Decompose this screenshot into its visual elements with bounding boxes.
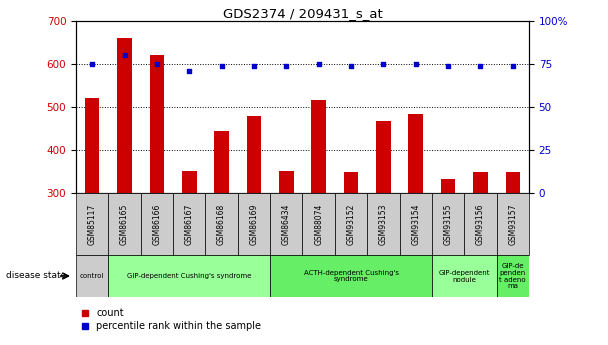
- Bar: [432, 255, 497, 297]
- Point: [249, 63, 259, 68]
- Text: GSM85117: GSM85117: [88, 204, 97, 245]
- Text: GSM86169: GSM86169: [249, 204, 258, 245]
- Point: [152, 61, 162, 67]
- Text: GSM93154: GSM93154: [411, 204, 420, 245]
- Bar: [311, 100, 326, 193]
- Point: [411, 61, 421, 67]
- Point: [184, 68, 194, 73]
- Title: GDS2374 / 209431_s_at: GDS2374 / 209431_s_at: [223, 7, 382, 20]
- Point: [443, 63, 453, 68]
- Text: GIP-de
penden
t adeno
ma: GIP-de penden t adeno ma: [499, 263, 526, 289]
- Bar: [344, 171, 358, 193]
- Bar: [473, 171, 488, 193]
- Text: GSM93155: GSM93155: [444, 204, 452, 245]
- Bar: [279, 171, 294, 193]
- Point: [314, 61, 323, 67]
- Bar: [117, 38, 132, 193]
- Bar: [206, 193, 238, 255]
- Bar: [108, 255, 270, 297]
- Text: GSM86165: GSM86165: [120, 204, 129, 245]
- Text: GIP-dependent Cushing's syndrome: GIP-dependent Cushing's syndrome: [127, 273, 252, 279]
- Text: GSM86434: GSM86434: [282, 204, 291, 245]
- Bar: [465, 193, 497, 255]
- Point: [508, 63, 517, 68]
- Text: GSM93153: GSM93153: [379, 204, 388, 245]
- Legend: count, percentile rank within the sample: count, percentile rank within the sample: [81, 308, 261, 332]
- Text: GIP-dependent
nodule: GIP-dependent nodule: [438, 269, 490, 283]
- Point: [88, 61, 97, 67]
- Bar: [335, 193, 367, 255]
- Bar: [376, 121, 391, 193]
- Bar: [173, 193, 206, 255]
- Text: GSM88074: GSM88074: [314, 204, 323, 245]
- Bar: [441, 179, 455, 193]
- Bar: [85, 98, 100, 193]
- Text: GSM86168: GSM86168: [217, 204, 226, 245]
- Text: ACTH-dependent Cushing's
syndrome: ACTH-dependent Cushing's syndrome: [303, 269, 398, 283]
- Bar: [303, 193, 335, 255]
- Bar: [238, 193, 270, 255]
- Bar: [182, 171, 196, 193]
- Bar: [367, 193, 399, 255]
- Bar: [409, 114, 423, 193]
- Point: [475, 63, 485, 68]
- Text: GSM86167: GSM86167: [185, 204, 194, 245]
- Text: GSM93152: GSM93152: [347, 204, 356, 245]
- Bar: [432, 193, 465, 255]
- Text: GSM93157: GSM93157: [508, 204, 517, 245]
- Point: [282, 63, 291, 68]
- Bar: [214, 131, 229, 193]
- Text: GSM86166: GSM86166: [153, 204, 161, 245]
- Text: control: control: [80, 273, 105, 279]
- Text: disease state: disease state: [6, 272, 66, 280]
- Bar: [76, 193, 108, 255]
- Text: GSM93156: GSM93156: [476, 204, 485, 245]
- Bar: [270, 193, 302, 255]
- Point: [216, 63, 226, 68]
- Bar: [247, 117, 261, 193]
- Point: [120, 52, 130, 58]
- Bar: [505, 171, 520, 193]
- Bar: [497, 193, 529, 255]
- Bar: [108, 193, 140, 255]
- Point: [346, 63, 356, 68]
- Bar: [140, 193, 173, 255]
- Bar: [270, 255, 432, 297]
- Bar: [150, 55, 164, 193]
- Bar: [497, 255, 529, 297]
- Point: [379, 61, 389, 67]
- Bar: [76, 255, 108, 297]
- Bar: [399, 193, 432, 255]
